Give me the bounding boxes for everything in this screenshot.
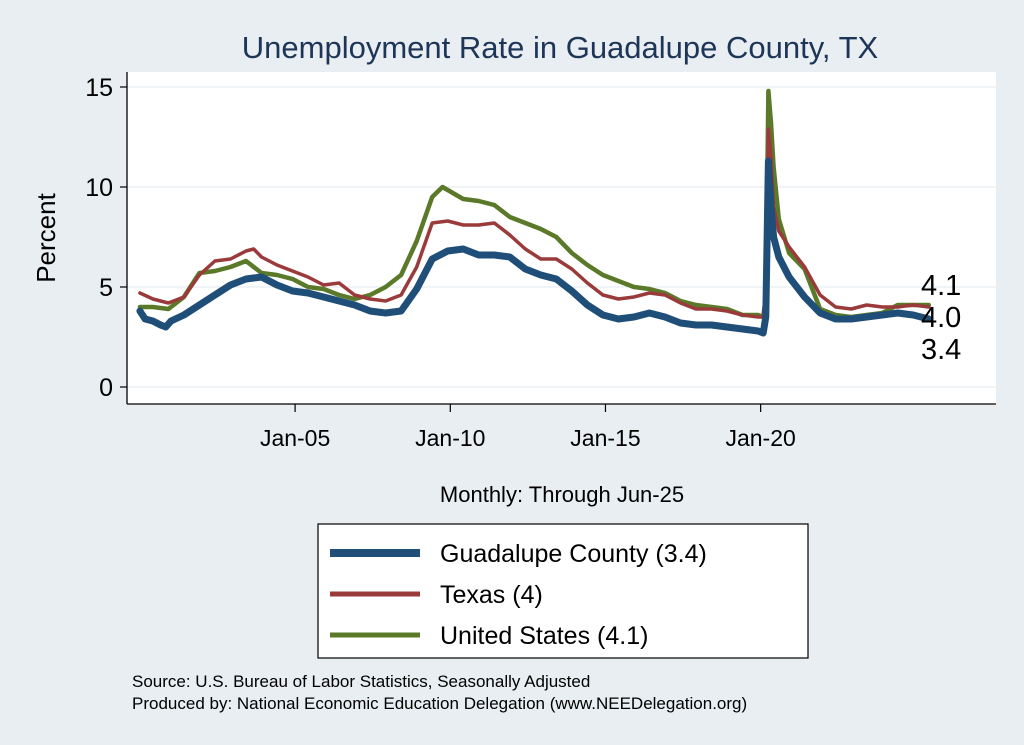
y-axis-ticks: 0 5 10 15: [85, 74, 127, 402]
end-value-labels: 4.14.03.4: [921, 270, 961, 366]
legend-label: Texas (4): [440, 581, 543, 609]
series-line-1: [138, 127, 931, 319]
chart-title: Unemployment Rate in Guadalupe County, T…: [242, 30, 879, 65]
plot-area: [127, 72, 996, 404]
legend-label: Guadalupe County (3.4): [440, 540, 707, 568]
series-line-0: [136, 157, 933, 337]
series-layer: [136, 88, 933, 337]
source-note: Source: U.S. Bureau of Labor Statistics,…: [132, 672, 591, 691]
x-axis-ticks: Jan-05 Jan-10 Jan-15 Jan-20: [260, 404, 796, 451]
end-value-label: 4.1: [921, 270, 961, 302]
legend: Guadalupe County (3.4) Texas (4) United St…: [317, 523, 809, 659]
x-tick-label: Jan-15: [570, 425, 640, 451]
producer-note: Produced by: National Economic Education…: [132, 694, 748, 713]
y-tick-label: 10: [85, 174, 113, 202]
x-tick-label: Jan-10: [415, 425, 485, 451]
legend-items: Guadalupe County (3.4) Texas (4) United St…: [330, 540, 707, 650]
end-value-label: 4.0: [921, 302, 961, 334]
x-tick-label: Jan-20: [725, 425, 795, 451]
legend-label: United States (4.1): [440, 622, 648, 650]
x-tick-label: Jan-05: [260, 425, 330, 451]
y-tick-label: 0: [99, 374, 113, 402]
y-axis-label: Percent: [31, 192, 61, 282]
end-value-label: 3.4: [921, 334, 961, 366]
y-tick-label: 15: [85, 74, 113, 102]
x-axis-label: Monthly: Through Jun-25: [440, 482, 684, 507]
grid-lines: [127, 86, 996, 388]
y-tick-label: 5: [99, 274, 113, 302]
